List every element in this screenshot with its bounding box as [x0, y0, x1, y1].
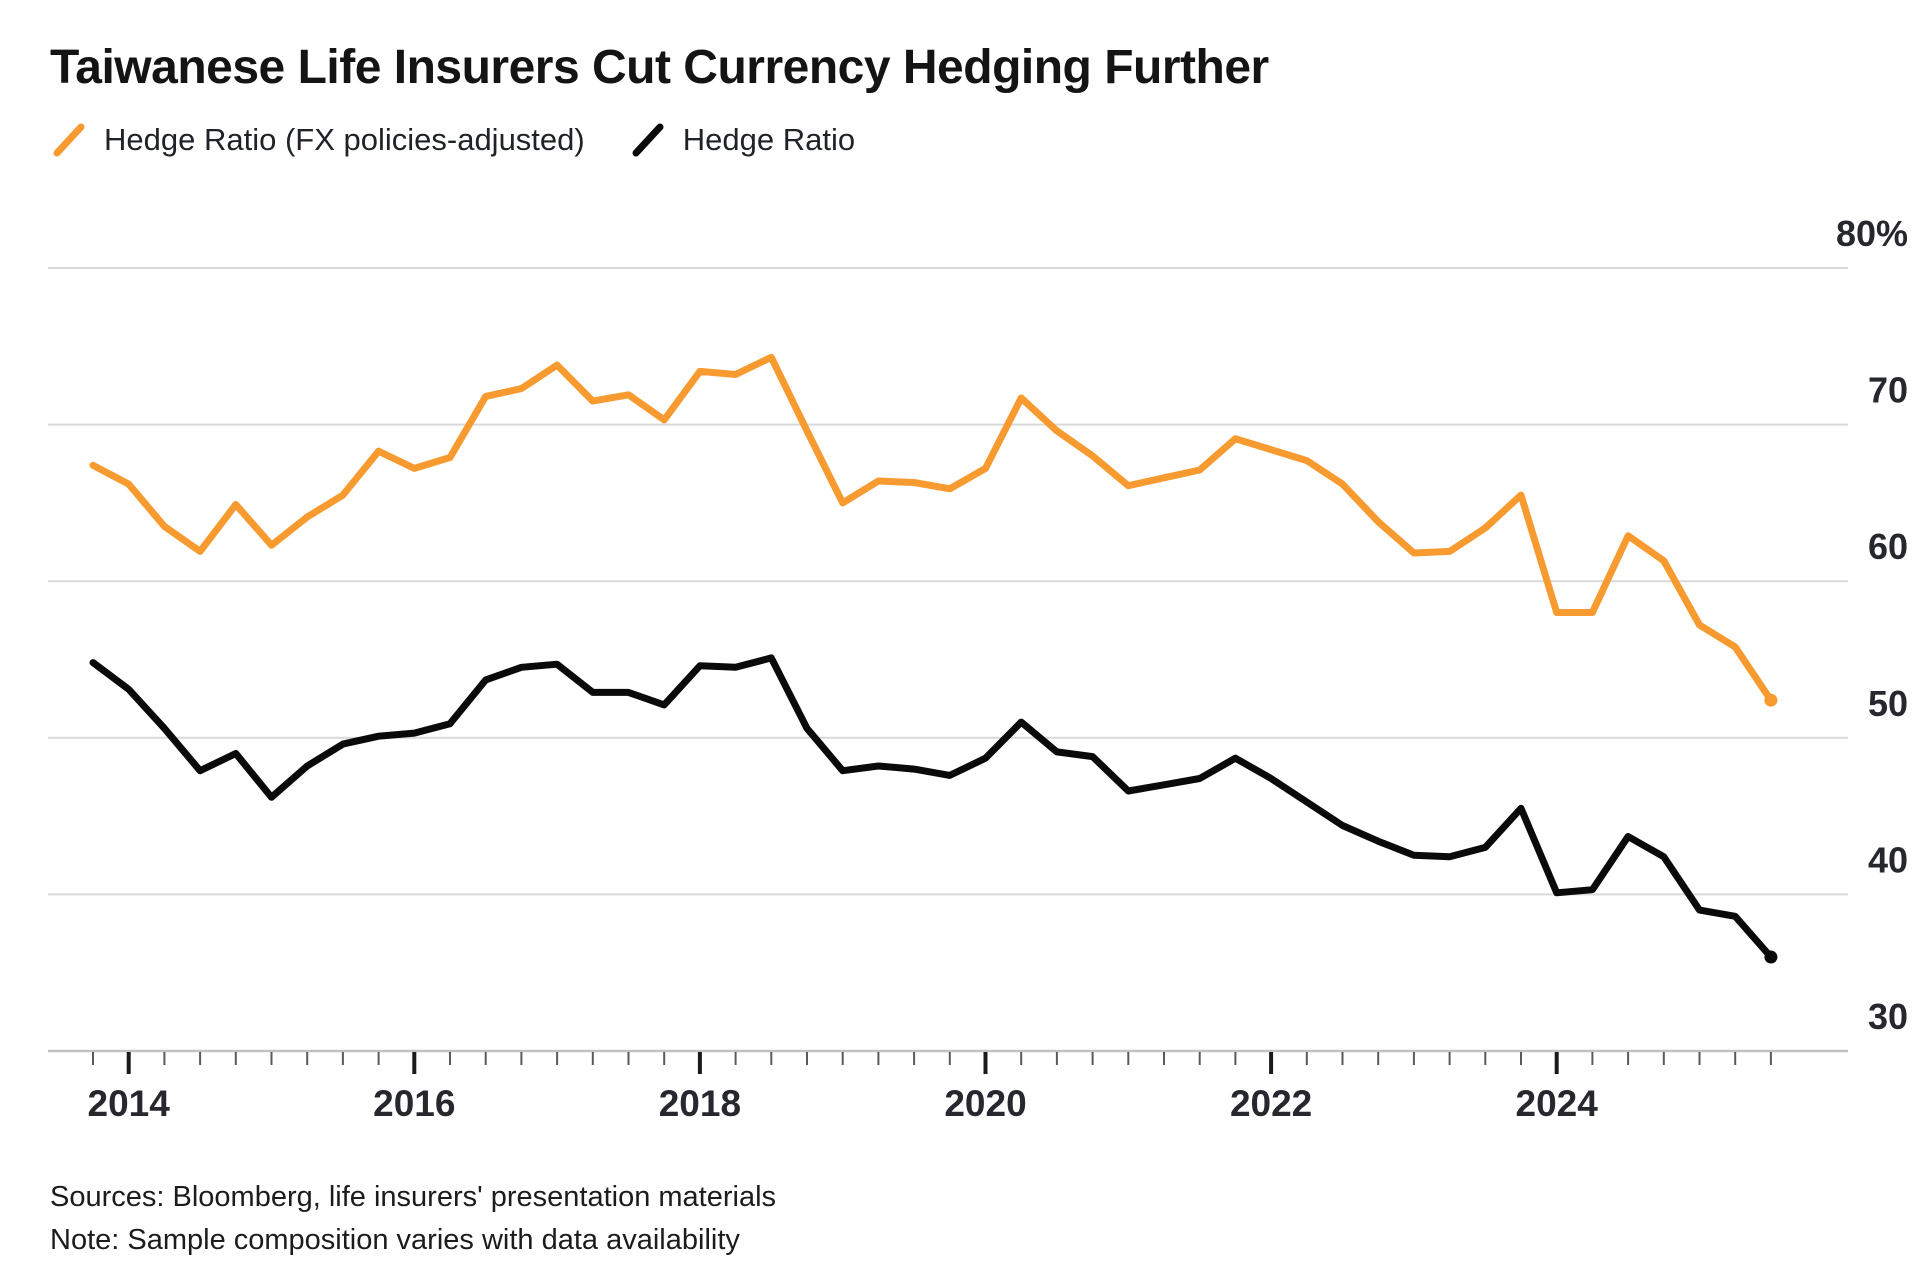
orange-slash-icon — [53, 123, 85, 157]
series-line-fx-adjusted — [89, 353, 1775, 704]
y-tick-label: 70 — [1868, 370, 1908, 411]
black-slash-icon — [632, 123, 664, 157]
y-tick-label: 50 — [1868, 683, 1908, 724]
chart-title: Taiwanese Life Insurers Cut Currency Hed… — [50, 41, 1269, 94]
y-tick-label: 30 — [1868, 996, 1908, 1037]
sources-line: Sources: Bloomberg, life insurers' prese… — [50, 1181, 777, 1213]
series-line-hedge-ratio — [89, 654, 1775, 961]
note-line: Note: Sample composition varies with dat… — [50, 1224, 740, 1256]
y-tick-label: 80% — [1836, 213, 1908, 254]
series-end-dot-fx-adjusted — [1764, 693, 1778, 707]
legend-item-hedge-ratio: Hedge Ratio — [631, 122, 855, 158]
legend-label-hedge-ratio: Hedge Ratio — [682, 122, 856, 157]
y-tick-label: 60 — [1868, 526, 1908, 567]
y-tick-label: 40 — [1868, 839, 1908, 880]
legend-label-adjusted: Hedge Ratio (FX policies-adjusted) — [104, 122, 585, 157]
x-tick-label: 2016 — [373, 1083, 455, 1124]
x-tick-label: 2014 — [88, 1083, 171, 1124]
x-tick-label: 2018 — [659, 1083, 741, 1124]
series-end-dot-hedge-ratio — [1764, 950, 1778, 964]
x-tick-label: 2024 — [1516, 1083, 1599, 1124]
chart-legend: Hedge Ratio (FX policies-adjusted) Hedge… — [52, 122, 855, 158]
chart-footer: Sources: Bloomberg, life insurers' prese… — [50, 1176, 776, 1262]
legend-item-adjusted: Hedge Ratio (FX policies-adjusted) — [52, 122, 585, 158]
x-tick-label: 2020 — [944, 1083, 1026, 1124]
x-tick-label: 2022 — [1230, 1083, 1312, 1124]
